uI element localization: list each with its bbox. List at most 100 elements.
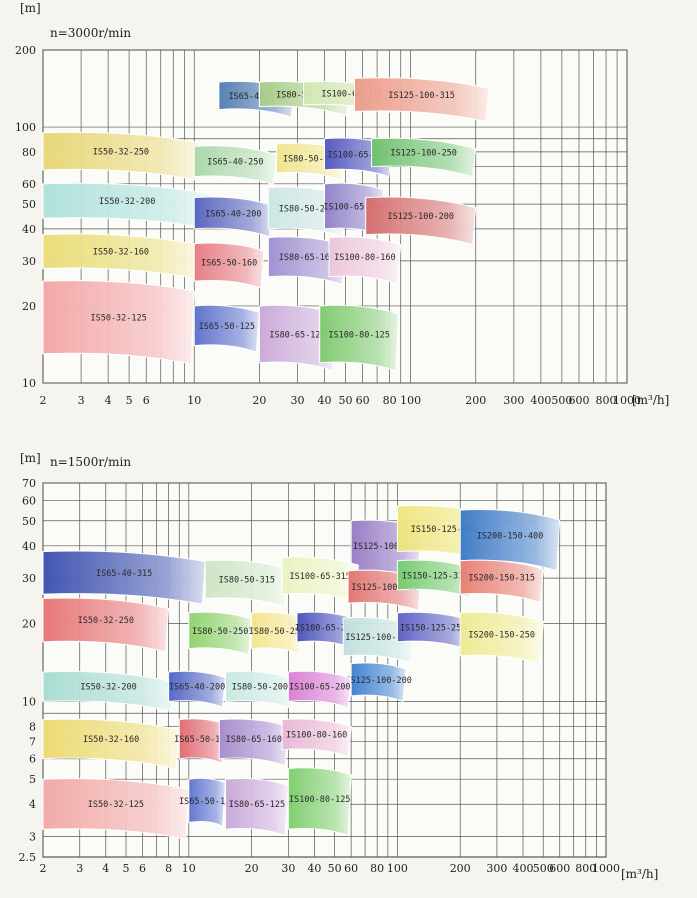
region-label: IS65-50-160 xyxy=(174,735,230,745)
region-IS200-150-250 xyxy=(459,611,544,665)
x-tick-label: 5 xyxy=(123,862,130,875)
x-tick-label: 200 xyxy=(465,394,486,407)
x-tick-label: 5 xyxy=(126,394,133,407)
x-tick-label: 500 xyxy=(533,862,554,875)
x-tick-label: 50 xyxy=(338,394,352,407)
region-label: IS50-32-125 xyxy=(90,313,146,323)
region-label: IS80-65-125 xyxy=(229,800,285,810)
chart-title: n=1500r/min xyxy=(50,455,131,469)
y-tick-label: 10 xyxy=(22,377,36,390)
region-IS125-100-250 xyxy=(342,616,415,664)
region-label: IS125-100-200 xyxy=(345,676,412,686)
x-tick-label: 4 xyxy=(105,394,112,407)
x-tick-label: 1000 xyxy=(592,862,620,875)
region-IS65-50-160 xyxy=(178,718,227,765)
region-label: IS50-32-160 xyxy=(93,248,149,258)
region-label: IS125-100-250 xyxy=(390,149,457,159)
region-IS80-65-125 xyxy=(225,777,289,837)
x-axis-label: [m³/h] xyxy=(621,867,658,881)
region-IS125-100-315 xyxy=(353,77,490,123)
x-tick-label: 300 xyxy=(486,862,507,875)
region-label: IS80-50-315 xyxy=(219,576,275,586)
y-axis-label: [m] xyxy=(20,451,41,465)
region-IS50-32-125 xyxy=(42,778,190,840)
region-label: IS100-65-250 xyxy=(295,623,356,633)
y-tick-label: 80 xyxy=(22,146,36,159)
region-label: IS200-150-250 xyxy=(468,630,535,640)
region-label: IS100-65-200 xyxy=(323,202,384,212)
x-tick-label: 20 xyxy=(245,862,259,875)
region-IS100-80-160 xyxy=(328,236,402,285)
x-tick-label: 500 xyxy=(551,394,572,407)
region-label: IS80-50-200 xyxy=(279,204,335,214)
y-tick-label: 3 xyxy=(29,831,36,844)
region-label: IS200-150-400 xyxy=(477,531,544,541)
region-label: IS80-65-160 xyxy=(279,253,335,263)
y-tick-label: 30 xyxy=(22,255,36,268)
chart-0: IS65-40-315IS80-50-315IS100-65-315IS125-… xyxy=(15,1,669,407)
region-label: IS100-80-160 xyxy=(334,253,395,263)
region-label: IS80-50-200 xyxy=(232,683,288,693)
y-tick-label: 6 xyxy=(29,753,36,766)
x-tick-label: 400 xyxy=(512,862,533,875)
region-label: IS100-65-200 xyxy=(289,683,350,693)
region-label: IS125-100-250 xyxy=(345,633,412,643)
x-tick-label: 60 xyxy=(344,862,358,875)
x-tick-label: 2 xyxy=(40,862,47,875)
region-IS100-80-160 xyxy=(281,718,352,758)
region-label: IS100-80-160 xyxy=(286,731,347,741)
region-IS65-50-125 xyxy=(188,777,227,827)
x-tick-label: 80 xyxy=(383,394,397,407)
y-tick-label: 20 xyxy=(22,300,36,313)
region-label: IS65-40-315 xyxy=(228,92,284,102)
regions: IS65-40-315IS80-50-315IS100-65-315IS125-… xyxy=(42,77,490,372)
x-tick-label: 40 xyxy=(318,394,332,407)
region-label: IS65-40-250 xyxy=(207,158,263,168)
x-tick-label: 10 xyxy=(182,862,196,875)
y-tick-label: 60 xyxy=(22,178,36,191)
region-IS50-32-125 xyxy=(42,280,195,365)
region-IS50-32-250 xyxy=(42,597,170,653)
region-IS65-40-250 xyxy=(193,145,278,186)
region-label: IS50-32-125 xyxy=(88,800,144,810)
region-label: IS65-50-125 xyxy=(179,797,235,807)
region-label: IS100-65-315 xyxy=(290,572,351,582)
y-tick-label: 50 xyxy=(22,198,36,211)
x-tick-label: 80 xyxy=(370,862,384,875)
region-IS125-100-200 xyxy=(365,196,477,246)
region-IS80-65-160 xyxy=(267,236,347,286)
x-axis-label: [m³/h] xyxy=(632,393,669,407)
region-label: IS150-125-315 xyxy=(402,571,469,581)
region-label: IS150-125-250 xyxy=(400,623,467,633)
x-tick-label: 100 xyxy=(400,394,421,407)
region-label: IS100-80-125 xyxy=(328,330,389,340)
x-tick-label: 60 xyxy=(356,394,370,407)
region-label: IS125-100-315 xyxy=(351,583,418,593)
y-tick-label: 40 xyxy=(22,540,36,553)
region-label: IS80-50-250 xyxy=(283,155,339,165)
region-label: IS50-32-200 xyxy=(80,683,136,693)
region-label: IS80-65-125 xyxy=(269,330,325,340)
x-tick-label: 800 xyxy=(575,862,596,875)
y-tick-label: 5 xyxy=(29,773,36,786)
region-IS65-50-160 xyxy=(193,242,265,289)
region-IS50-32-200 xyxy=(42,670,175,713)
x-tick-label: 600 xyxy=(549,862,570,875)
x-tick-label: 300 xyxy=(503,394,524,407)
y-tick-label: 30 xyxy=(22,572,36,585)
region-label: IS80-50-250 xyxy=(192,627,248,637)
x-tick-label: 400 xyxy=(530,394,551,407)
x-tick-label: 3 xyxy=(76,862,83,875)
region-IS80-50-200 xyxy=(225,670,295,709)
region-IS65-50-125 xyxy=(193,304,260,353)
x-tick-label: 50 xyxy=(328,862,342,875)
y-tick-label: 200 xyxy=(15,44,36,57)
x-tick-label: 30 xyxy=(290,394,304,407)
x-tick-label: 8 xyxy=(165,862,172,875)
x-tick-label: 100 xyxy=(387,862,408,875)
region-label: IS65-50-160 xyxy=(201,258,257,268)
